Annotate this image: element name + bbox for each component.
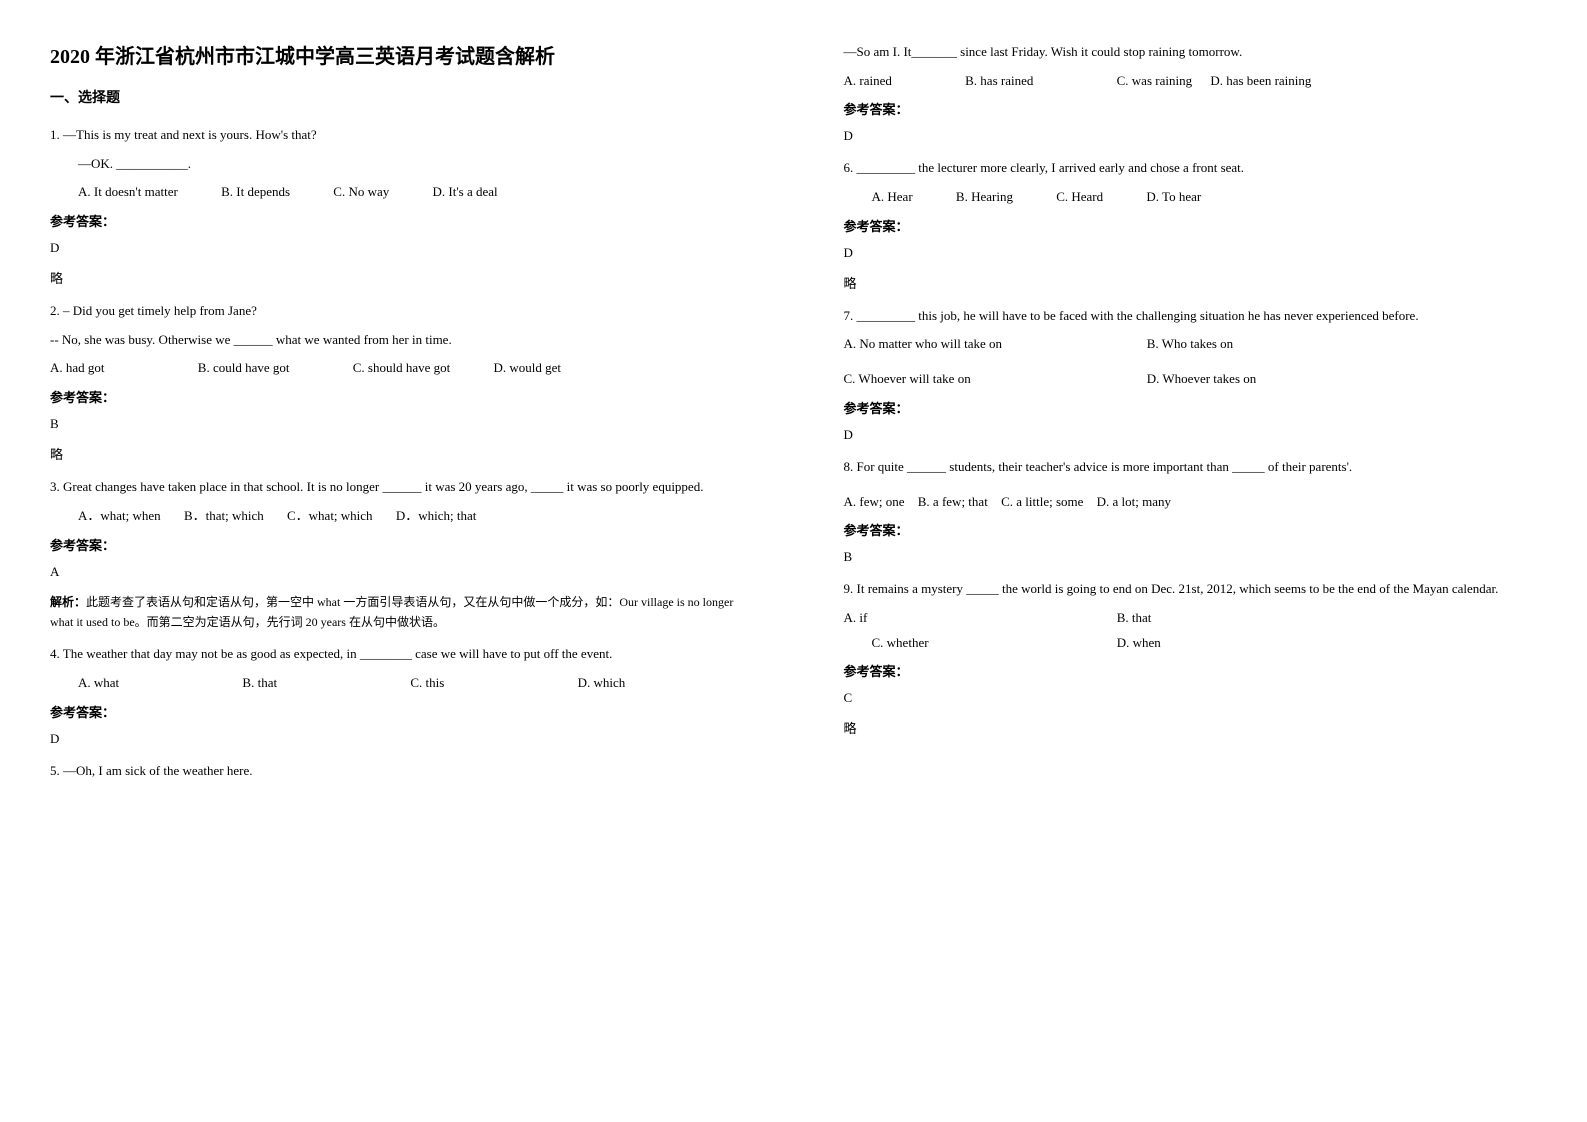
- question-line: 2. – Did you get timely help from Jane?: [50, 299, 744, 324]
- question-3: 3. Great changes have taken place in tha…: [50, 475, 744, 632]
- question-line: -- No, she was busy. Otherwise we ______…: [50, 328, 744, 353]
- question-5-part2: —So am I. It_______ since last Friday. W…: [844, 40, 1538, 144]
- question-1: 1. —This is my treat and next is yours. …: [50, 123, 744, 287]
- option-d: D. It's a deal: [433, 180, 498, 205]
- answer-label: 参考答案：: [844, 520, 1538, 539]
- option-a: A. It doesn't matter: [78, 180, 178, 205]
- answer-label: 参考答案：: [844, 398, 1538, 417]
- option-b: B．that; which: [184, 504, 264, 529]
- question-options: A. rained B. has rained C. was raining D…: [844, 69, 1538, 94]
- question-2: 2. – Did you get timely help from Jane? …: [50, 299, 744, 463]
- question-line: 3. Great changes have taken place in tha…: [50, 475, 744, 500]
- option-b: B. Hearing: [956, 185, 1013, 210]
- option-c: C. should have got: [353, 356, 451, 381]
- question-line: —So am I. It_______ since last Friday. W…: [844, 40, 1538, 65]
- answer-text: B: [844, 549, 1538, 565]
- question-options: A. No matter who will take on B. Who tak…: [844, 332, 1538, 391]
- question-6: 6. _________ the lecturer more clearly, …: [844, 156, 1538, 291]
- option-c: C. Whoever will take on: [844, 367, 1104, 392]
- option-c: C. a little; some: [1001, 490, 1083, 515]
- option-a: A. if: [844, 606, 1074, 631]
- explain-text: 此题考查了表语从句和定语从句，第一空中 what 一方面引导表语从句，又在从句中…: [50, 595, 733, 629]
- answer-label: 参考答案：: [50, 535, 744, 554]
- question-line: —OK. ___________.: [50, 152, 744, 177]
- omit-text: 略: [50, 444, 744, 463]
- question-options: A. Hear B. Hearing C. Heard D. To hear: [844, 185, 1538, 210]
- question-9: 9. It remains a mystery _____ the world …: [844, 577, 1538, 737]
- option-a: A. Hear: [872, 185, 913, 210]
- answer-text: C: [844, 690, 1538, 706]
- option-c: C．what; which: [287, 504, 373, 529]
- answer-label: 参考答案：: [50, 211, 744, 230]
- option-d: D. would get: [494, 356, 562, 381]
- answer-label: 参考答案：: [844, 661, 1538, 680]
- omit-text: 略: [844, 718, 1538, 737]
- option-b: B. that: [242, 671, 277, 696]
- question-options: A. few; one B. a few; that C. a little; …: [844, 490, 1538, 515]
- option-a: A．what; when: [78, 504, 161, 529]
- option-d: D. To hear: [1146, 185, 1201, 210]
- question-line: 5. —Oh, I am sick of the weather here.: [50, 759, 744, 784]
- option-c: C. this: [410, 671, 444, 696]
- option-d: D. when: [1117, 631, 1161, 656]
- question-options: A. had got B. could have got C. should h…: [50, 356, 744, 381]
- option-d: D. a lot; many: [1097, 490, 1171, 515]
- answer-label: 参考答案：: [50, 387, 744, 406]
- option-d: D. Whoever takes on: [1147, 367, 1257, 392]
- omit-text: 略: [844, 273, 1538, 292]
- question-7: 7. _________ this job, he will have to b…: [844, 304, 1538, 443]
- question-options: A. It doesn't matter B. It depends C. No…: [50, 180, 744, 205]
- answer-text: D: [50, 731, 744, 747]
- answer-text: B: [50, 416, 744, 432]
- answer-label: 参考答案：: [844, 99, 1538, 118]
- option-b: B. could have got: [198, 356, 290, 381]
- question-line: 7. _________ this job, he will have to b…: [844, 304, 1538, 329]
- option-b: B. has rained: [965, 69, 1033, 94]
- option-d: D. which: [578, 671, 626, 696]
- document-title: 2020 年浙江省杭州市市江城中学高三英语月考试题含解析: [50, 40, 744, 69]
- omit-text: 略: [50, 268, 744, 287]
- answer-text: D: [50, 240, 744, 256]
- question-line: 4. The weather that day may not be as go…: [50, 642, 744, 667]
- option-c: C. whether: [872, 631, 1074, 656]
- question-line: 6. _________ the lecturer more clearly, …: [844, 156, 1538, 181]
- option-b: B. It depends: [221, 180, 290, 205]
- question-line: 1. —This is my treat and next is yours. …: [50, 123, 744, 148]
- explanation: 解析：此题考查了表语从句和定语从句，第一空中 what 一方面引导表语从句，又在…: [50, 592, 744, 633]
- question-options: A．what; when B．that; which C．what; which…: [50, 504, 744, 529]
- option-a: A. few; one: [844, 490, 905, 515]
- question-options: A. what B. that C. this D. which: [50, 671, 744, 696]
- option-b: B. that: [1117, 606, 1152, 631]
- question-5-part1: 5. —Oh, I am sick of the weather here.: [50, 759, 744, 784]
- option-d: D. has been raining: [1210, 69, 1311, 94]
- question-4: 4. The weather that day may not be as go…: [50, 642, 744, 746]
- option-a: A. No matter who will take on: [844, 332, 1104, 357]
- answer-text: D: [844, 128, 1538, 144]
- answer-text: D: [844, 245, 1538, 261]
- option-c: C. No way: [333, 180, 389, 205]
- option-a: A. rained: [844, 69, 892, 94]
- explain-label: 解析：: [50, 595, 86, 609]
- option-d: D．which; that: [396, 504, 477, 529]
- section-heading: 一、选择题: [50, 87, 744, 107]
- option-c: C. was raining: [1117, 69, 1192, 94]
- answer-label: 参考答案：: [844, 216, 1538, 235]
- answer-text: D: [844, 427, 1538, 443]
- answer-label: 参考答案：: [50, 702, 744, 721]
- option-a: A. had got: [50, 356, 105, 381]
- option-a: A. what: [78, 671, 119, 696]
- left-column: 2020 年浙江省杭州市市江城中学高三英语月考试题含解析 一、选择题 1. —T…: [0, 0, 794, 1122]
- question-8: 8. For quite ______ students, their teac…: [844, 455, 1538, 565]
- question-options: A. if B. that C. whether D. when: [844, 606, 1538, 655]
- option-b: B. a few; that: [918, 490, 988, 515]
- question-line: 9. It remains a mystery _____ the world …: [844, 577, 1538, 602]
- option-b: B. Who takes on: [1147, 332, 1233, 357]
- option-c: C. Heard: [1056, 185, 1103, 210]
- answer-text: A: [50, 564, 744, 580]
- right-column: —So am I. It_______ since last Friday. W…: [794, 0, 1587, 1122]
- question-line: 8. For quite ______ students, their teac…: [844, 455, 1538, 480]
